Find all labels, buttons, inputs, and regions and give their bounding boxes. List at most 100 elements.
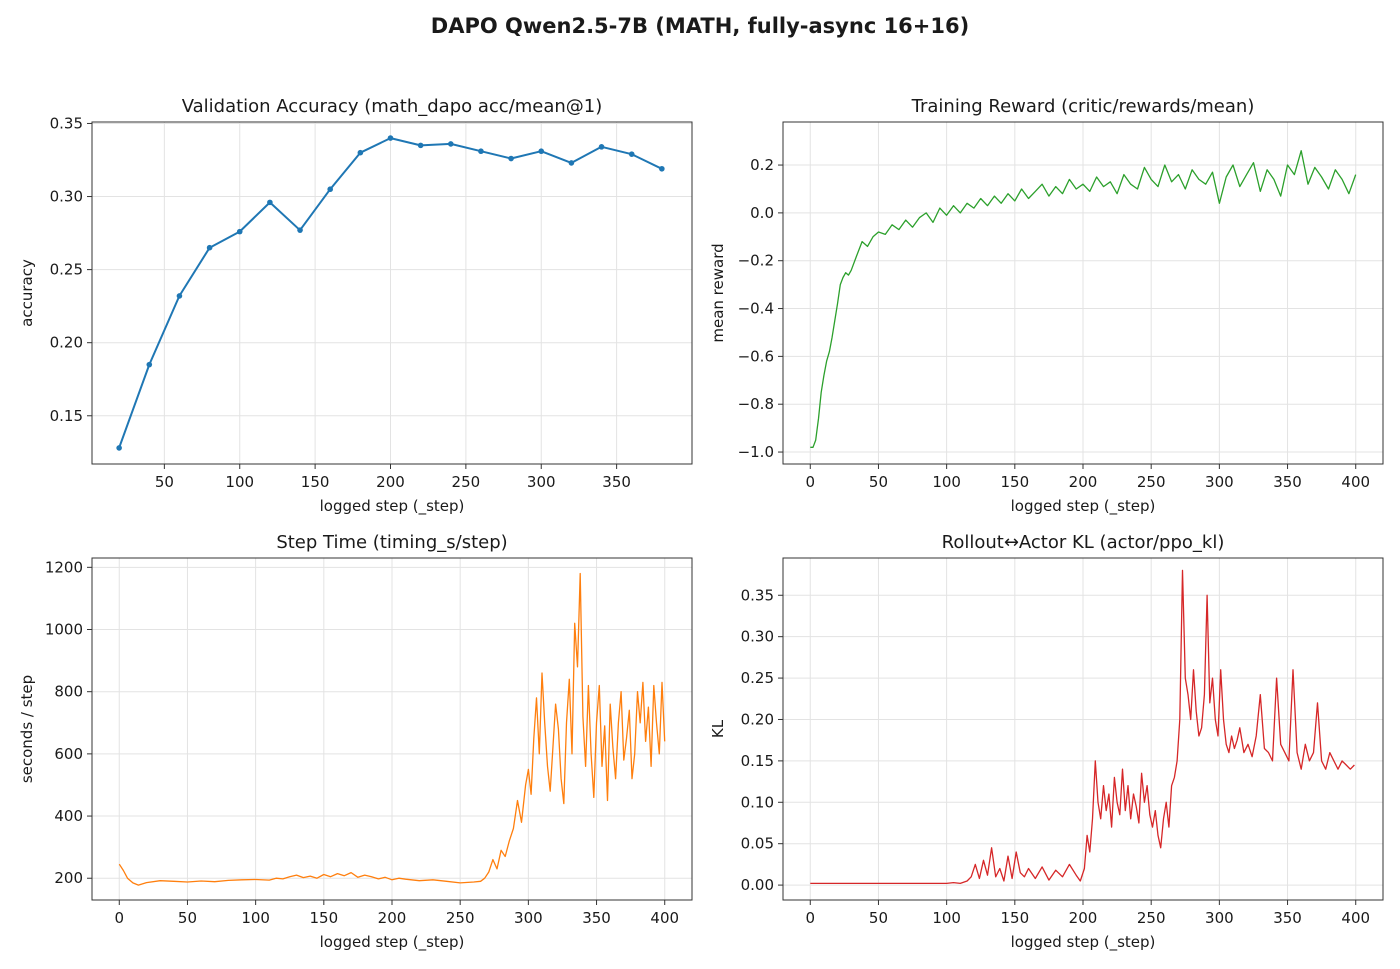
chart-title: Training Reward (critic/rewards/mean) [911, 96, 1255, 117]
data-point [659, 165, 665, 172]
y-tick-label: 0.0 [750, 204, 774, 222]
y-tick-label: −0.6 [738, 347, 774, 365]
data-point [417, 142, 424, 149]
x-axis-label: logged step (_step) [1011, 933, 1156, 952]
chart-title: Rollout↔Actor KL (actor/ppo_kl) [942, 532, 1225, 553]
y-tick-label: 0.25 [741, 669, 774, 687]
rollout-actor-kl-chart: 0 50 100 150 200 250 300 350 400 0.00 0.05 0.10 0.15… [709, 532, 1384, 952]
x-tick-label: 300 [1205, 473, 1234, 491]
x-tick-label: 350 [1273, 473, 1302, 491]
y-tick-label: 0.15 [50, 407, 83, 425]
x-tick-label: 0 [805, 909, 815, 927]
y-tick-label: 0.20 [50, 334, 83, 352]
x-tick-label: 400 [1341, 473, 1370, 491]
x-tick-label: 0 [805, 473, 815, 491]
y-tick-label: 600 [54, 745, 83, 763]
x-tick-label: 150 [1000, 473, 1029, 491]
data-point [538, 148, 545, 155]
y-tick-label: 800 [54, 683, 83, 701]
series-line [118, 572, 666, 886]
y-axis-label: mean reward [709, 243, 727, 342]
data-point [146, 361, 153, 368]
x-tick-label: 250 [452, 473, 481, 491]
y-tick-label: 0.30 [741, 628, 774, 646]
x-tick-label: 350 [1273, 909, 1302, 927]
data-point [116, 445, 122, 451]
x-tick-label: 50 [869, 909, 888, 927]
y-tick-label: 0.30 [50, 188, 83, 206]
data-point [628, 151, 635, 157]
x-tick-label: 200 [376, 473, 405, 491]
x-tick-label: 100 [225, 473, 254, 491]
chart-title: Validation Accuracy (math_dapo acc/mean@… [182, 96, 603, 117]
validation-accuracy-chart: 50 100 150 200 250 300 350 0.15 0.20 0.25 0.30 0.35… [18, 96, 693, 516]
x-tick-label: 100 [932, 473, 961, 491]
x-tick-label: 400 [650, 909, 679, 927]
x-tick-label: 350 [582, 909, 611, 927]
x-tick-label: 50 [178, 909, 197, 927]
data-point [206, 244, 213, 251]
chart-title: Step Time (timing_s/step) [276, 532, 507, 553]
x-tick-label: 50 [869, 473, 888, 491]
x-tick-label: 100 [241, 909, 270, 927]
figure-title: DAPO Qwen2.5-7B (MATH, fully-async 16+16… [430, 14, 970, 38]
x-tick-label: 150 [1000, 909, 1029, 927]
y-tick-label: 1200 [45, 558, 83, 576]
axes-frame [91, 121, 693, 465]
x-tick-label: 200 [378, 909, 407, 927]
x-tick-label: 350 [602, 473, 631, 491]
x-tick-label: 300 [1205, 909, 1234, 927]
data-point [447, 141, 454, 147]
grid-lines [92, 122, 692, 464]
y-tick-label: 0.00 [741, 876, 774, 894]
data-point [387, 135, 394, 141]
data-point [236, 228, 243, 235]
x-tick-label: 150 [301, 473, 330, 491]
x-axis-label: logged step (_step) [320, 933, 465, 952]
data-point [357, 149, 364, 156]
data-point [176, 293, 183, 299]
y-tick-label: −1.0 [738, 443, 774, 461]
x-tick-label: 100 [932, 909, 961, 927]
series-line [810, 150, 1357, 448]
y-tick-label: −0.4 [738, 300, 774, 318]
series-line [810, 569, 1355, 885]
y-tick-label: 0.10 [741, 793, 774, 811]
x-axis-label: logged step (_step) [320, 497, 465, 516]
data-point [508, 155, 514, 162]
x-tick-label: 50 [155, 473, 174, 491]
data-point [478, 148, 484, 155]
data-point [568, 160, 575, 166]
y-tick-label: −0.8 [738, 395, 774, 413]
y-tick-label: 0.05 [741, 835, 774, 853]
y-tick-label: 1000 [45, 621, 83, 639]
x-tick-label: 250 [1137, 473, 1166, 491]
x-tick-label: 0 [114, 909, 124, 927]
y-axis-label: KL [709, 719, 727, 738]
x-axis-label: logged step (_step) [1011, 497, 1156, 516]
grid-lines [92, 558, 692, 900]
y-axis-label: accuracy [18, 259, 36, 327]
y-tick-label: 0.35 [741, 586, 774, 604]
y-tick-label: 400 [54, 807, 83, 825]
grid-lines [783, 122, 1383, 464]
y-tick-label: 0.35 [50, 114, 83, 132]
y-tick-label: 0.2 [750, 156, 774, 174]
x-tick-label: 250 [446, 909, 475, 927]
training-reward-chart: 0 50 100 150 200 250 300 350 400 −1.0 −0.8 −0.6 −0.4… [709, 96, 1384, 516]
x-tick-label: 150 [309, 909, 338, 927]
y-tick-label: 0.20 [741, 710, 774, 728]
y-tick-label: 0.15 [741, 752, 774, 770]
data-point [297, 227, 303, 233]
data-point [267, 199, 273, 206]
y-axis-label: seconds / step [18, 675, 36, 783]
x-tick-label: 250 [1137, 909, 1166, 927]
y-tick-label: −0.2 [738, 252, 774, 270]
data-point [327, 186, 333, 193]
x-tick-label: 200 [1069, 909, 1098, 927]
x-tick-label: 300 [514, 909, 543, 927]
step-time-chart: 0 50 100 150 200 250 300 350 400 200 400 600 800 1000… [18, 532, 693, 952]
x-tick-label: 300 [527, 473, 556, 491]
data-point [598, 144, 605, 150]
y-tick-label: 200 [54, 869, 83, 887]
